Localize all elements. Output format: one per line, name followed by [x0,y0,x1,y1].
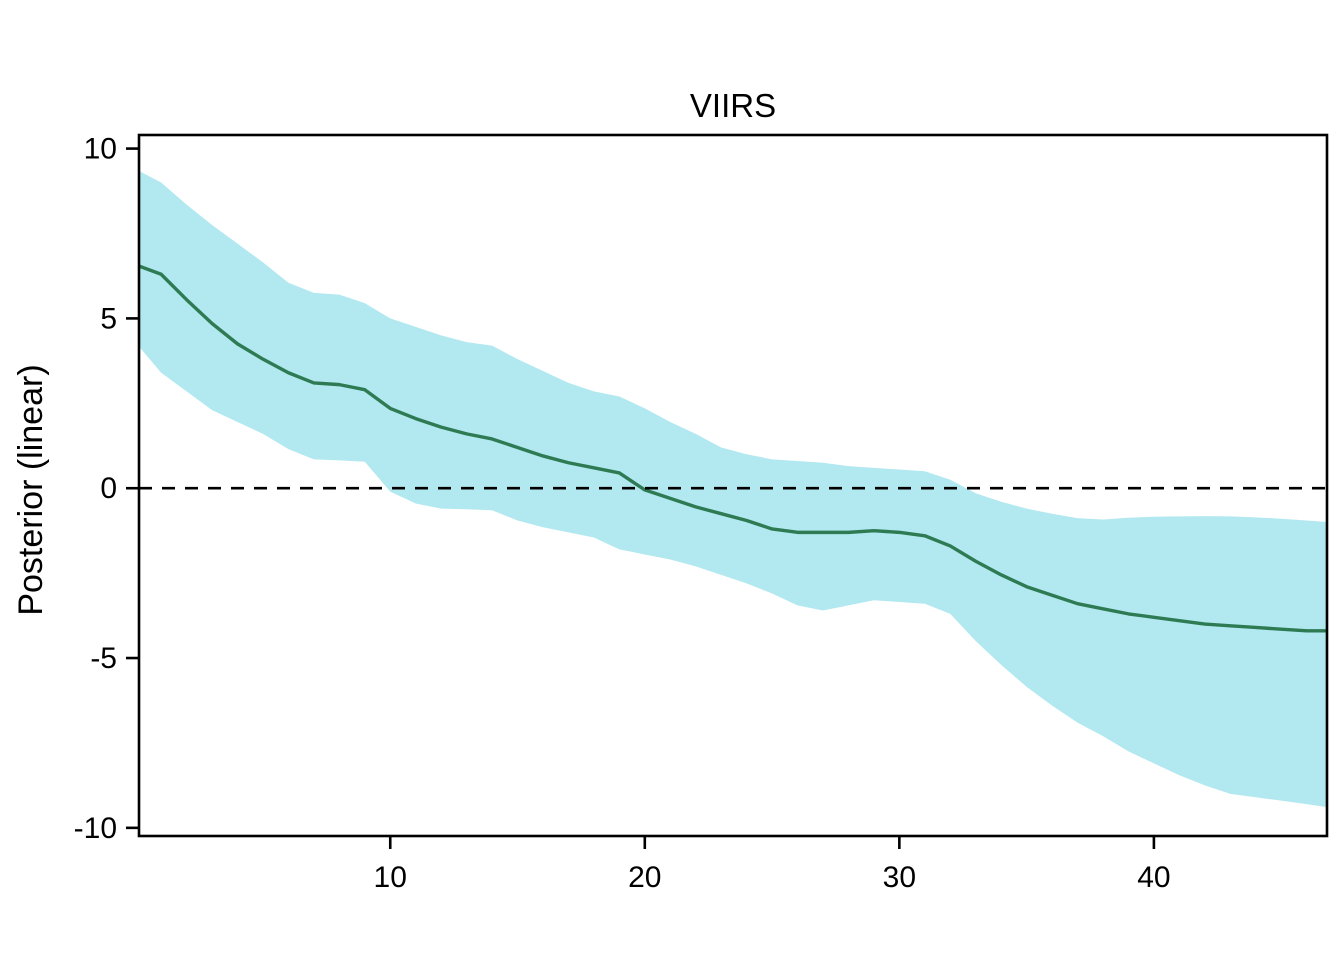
y-tick-label: 10 [84,133,117,166]
x-tick-label: 10 [374,861,407,894]
y-axis: -10 -5 0 5 10 [74,133,139,845]
x-axis: 10 20 30 40 [374,836,1171,894]
x-tick-label: 20 [628,861,661,894]
x-tick-label: 30 [883,861,916,894]
y-tick-label: -10 [74,812,117,845]
y-tick-label: -5 [90,642,117,675]
posterior-mean-line [139,264,1327,633]
plot-area [139,171,1327,808]
panel-border [137,133,1329,838]
chart-title: VIIRS [690,87,776,124]
y-tick-label: 5 [100,302,117,335]
y-tick-label: 0 [100,472,117,505]
x-tick-label: 40 [1137,861,1170,894]
credible-band-ribbon [139,171,1327,808]
y-axis-label: Posterior (linear) [12,364,50,615]
